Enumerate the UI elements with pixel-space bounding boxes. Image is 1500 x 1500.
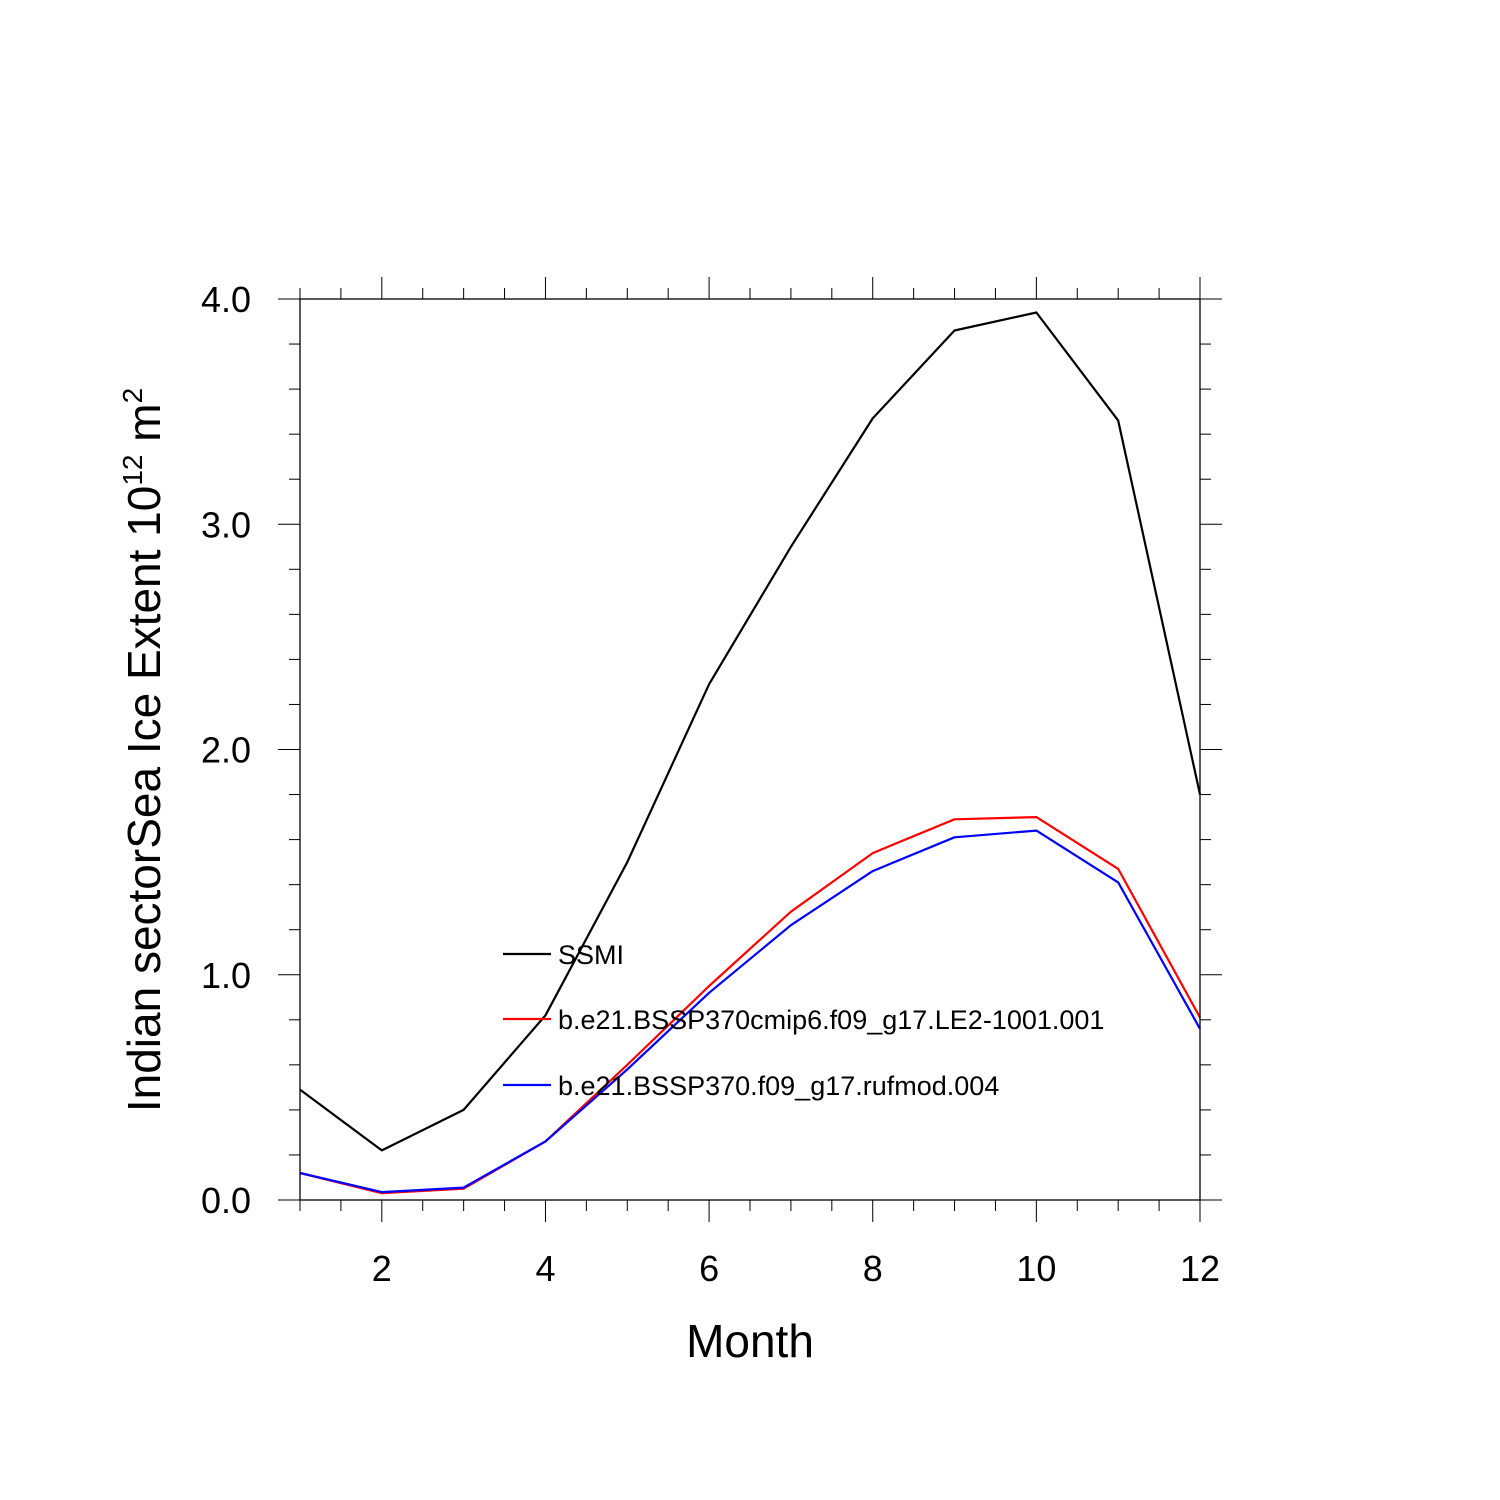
y-axis-title-mid: m — [118, 403, 170, 454]
x-tick-label: 2 — [372, 1248, 392, 1289]
y-axis-title-sup1: 12 — [117, 455, 148, 486]
legend: SSMI b.e21.BSSP370cmip6.f09_g17.LE2-1001.… — [503, 940, 1104, 1101]
x-tick-label: 6 — [699, 1248, 719, 1289]
tick-labels: 2 4 6 8 10 12 0.0 1.0 2.0 3.0 4.0 — [201, 279, 1220, 1289]
legend-label: b.e21.BSSP370cmip6.f09_g17.LE2-1001.001 — [558, 1005, 1104, 1035]
y-tick-label: 3.0 — [201, 504, 251, 545]
legend-label: b.e21.BSSP370.f09_g17.rufmod.004 — [558, 1071, 999, 1101]
axis-ticks — [278, 277, 1222, 1222]
y-axis-title-main: Indian sectorSea Ice Extent 10 — [118, 486, 170, 1113]
x-tick-label: 4 — [535, 1248, 555, 1289]
plot-frame — [299, 298, 1201, 1201]
y-tick-label: 0.0 — [201, 1180, 251, 1221]
legend-label: SSMI — [558, 940, 624, 970]
y-axis-title-sup2: 2 — [117, 388, 148, 404]
series-line-1 — [299, 311, 1202, 1152]
series-lines — [299, 311, 1202, 1195]
x-axis-title: Month — [686, 1315, 814, 1367]
series-line-3 — [299, 829, 1201, 1194]
y-tick-label: 2.0 — [201, 730, 251, 771]
y-axis-title: Indian sectorSea Ice Extent 1012 m2 — [117, 388, 170, 1112]
x-tick-label: 8 — [863, 1248, 883, 1289]
y-tick-label: 4.0 — [201, 279, 251, 320]
x-tick-label: 10 — [1016, 1248, 1056, 1289]
y-tick-label: 1.0 — [201, 955, 251, 996]
x-tick-label: 12 — [1180, 1248, 1220, 1289]
